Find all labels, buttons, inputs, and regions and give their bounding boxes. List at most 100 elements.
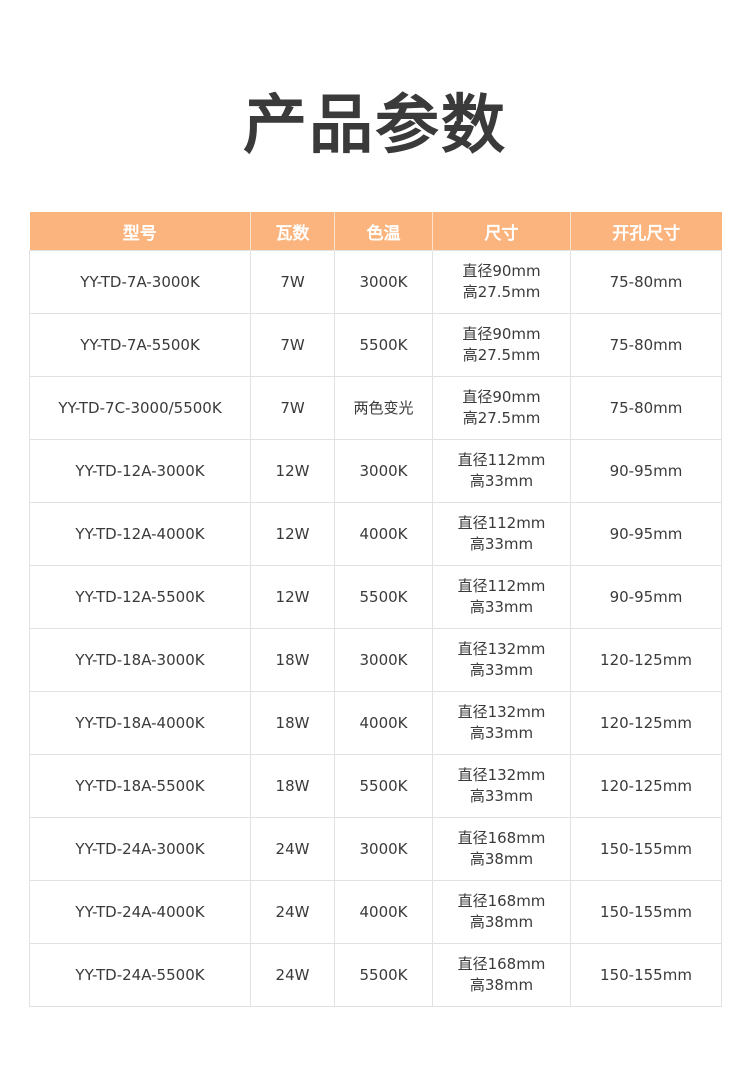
cell-model: YY-TD-18A-4000K — [29, 691, 251, 755]
table-row: YY-TD-7A-3000K 7W 3000K 直径90mm 高27.5mm 75-80m… — [29, 250, 722, 314]
size-diameter: 直径90mm — [462, 325, 541, 343]
cell-cutout: 150-155mm — [570, 880, 722, 944]
cell-size: 直径132mm 高33mm — [432, 628, 571, 692]
cell-cct: 3000K — [334, 439, 433, 503]
size-diameter: 直径132mm — [457, 766, 546, 784]
cell-cutout: 120-125mm — [570, 754, 722, 818]
table-row: YY-TD-12A-4000K 12W 4000K 直径112mm 高33mm 90-95… — [29, 502, 722, 566]
size-height: 高27.5mm — [462, 283, 541, 301]
table-row: YY-TD-24A-3000K 24W 3000K 直径168mm 高38mm 150-1… — [29, 817, 722, 881]
page-title: 产品参数 — [243, 89, 507, 163]
cell-cct: 5500K — [334, 754, 433, 818]
cell-watt: 18W — [250, 628, 335, 692]
cell-cutout: 150-155mm — [570, 817, 722, 881]
size-height: 高33mm — [469, 598, 534, 616]
size-height: 高33mm — [469, 661, 534, 679]
table-row: YY-TD-7C-3000/5500K 7W 两色变光 直径90mm 高27.5mm 75… — [29, 376, 722, 440]
table-row: YY-TD-18A-4000K 18W 4000K 直径132mm 高33mm 120-1… — [29, 691, 722, 755]
cell-watt: 12W — [250, 439, 335, 503]
cell-watt: 12W — [250, 565, 335, 629]
size-height: 高33mm — [469, 472, 534, 490]
cell-cct: 3000K — [334, 250, 433, 314]
cell-size: 直径168mm 高38mm — [432, 880, 571, 944]
size-diameter: 直径90mm — [462, 388, 541, 406]
cell-cct: 3000K — [334, 628, 433, 692]
size-diameter: 直径90mm — [462, 262, 541, 280]
cell-size: 直径132mm 高33mm — [432, 754, 571, 818]
cell-model: YY-TD-24A-5500K — [29, 943, 251, 1007]
cell-size: 直径90mm 高27.5mm — [432, 250, 571, 314]
cell-model: YY-TD-7C-3000/5500K — [29, 376, 251, 440]
cell-model: YY-TD-24A-4000K — [29, 880, 251, 944]
cell-cct: 4000K — [334, 502, 433, 566]
cell-watt: 24W — [250, 817, 335, 881]
size-diameter: 直径112mm — [457, 451, 546, 469]
cell-watt: 7W — [250, 376, 335, 440]
size-height: 高33mm — [469, 787, 534, 805]
cell-watt: 24W — [250, 943, 335, 1007]
cell-cutout: 75-80mm — [570, 250, 722, 314]
cell-watt: 7W — [250, 250, 335, 314]
table-row: YY-TD-12A-3000K 12W 3000K 直径112mm 高33mm 90-95… — [29, 439, 722, 503]
cell-cct: 4000K — [334, 691, 433, 755]
cell-watt: 18W — [250, 754, 335, 818]
header-cct: 色温 — [334, 212, 433, 251]
header-cutout: 开孔尺寸 — [570, 212, 722, 251]
cell-cutout: 90-95mm — [570, 565, 722, 629]
size-height: 高33mm — [469, 724, 534, 742]
cell-model: YY-TD-18A-3000K — [29, 628, 251, 692]
cell-size: 直径112mm 高33mm — [432, 439, 571, 503]
cell-size: 直径112mm 高33mm — [432, 565, 571, 629]
cell-size: 直径168mm 高38mm — [432, 943, 571, 1007]
size-height: 高38mm — [469, 913, 534, 931]
cell-model: YY-TD-7A-5500K — [29, 313, 251, 377]
cell-watt: 7W — [250, 313, 335, 377]
cell-model: YY-TD-12A-3000K — [29, 439, 251, 503]
cell-cutout: 90-95mm — [570, 502, 722, 566]
cell-cutout: 150-155mm — [570, 943, 722, 1007]
cell-size: 直径90mm 高27.5mm — [432, 313, 571, 377]
size-diameter: 直径168mm — [457, 955, 546, 973]
size-diameter: 直径168mm — [457, 829, 546, 847]
table-row: YY-TD-12A-5500K 12W 5500K 直径112mm 高33mm 90-95… — [29, 565, 722, 629]
table-row: YY-TD-7A-5500K 7W 5500K 直径90mm 高27.5mm 75-80m… — [29, 313, 722, 377]
size-diameter: 直径112mm — [457, 514, 546, 532]
cell-watt: 24W — [250, 880, 335, 944]
header-size: 尺寸 — [432, 212, 571, 251]
cell-cct: 5500K — [334, 565, 433, 629]
cell-cutout: 120-125mm — [570, 691, 722, 755]
size-height: 高38mm — [469, 850, 534, 868]
table-row: YY-TD-18A-5500K 18W 5500K 直径132mm 高33mm 120-1… — [29, 754, 722, 818]
cell-model: YY-TD-12A-4000K — [29, 502, 251, 566]
spec-table: 型号 瓦数 色温 尺寸 开孔尺寸 YY-TD-7A-3000K 7W 3000K 直径… — [29, 212, 722, 1007]
header-watt: 瓦数 — [250, 212, 335, 251]
size-diameter: 直径112mm — [457, 577, 546, 595]
size-height: 高27.5mm — [462, 346, 541, 364]
cell-model: YY-TD-24A-3000K — [29, 817, 251, 881]
cell-size: 直径112mm 高33mm — [432, 502, 571, 566]
table-row: YY-TD-18A-3000K 18W 3000K 直径132mm 高33mm 120-1… — [29, 628, 722, 692]
cell-cct: 4000K — [334, 880, 433, 944]
table-header: 型号 瓦数 色温 尺寸 开孔尺寸 — [29, 212, 722, 251]
size-diameter: 直径132mm — [457, 703, 546, 721]
cell-size: 直径90mm 高27.5mm — [432, 376, 571, 440]
cell-cct: 5500K — [334, 313, 433, 377]
cell-model: YY-TD-12A-5500K — [29, 565, 251, 629]
cell-cct: 3000K — [334, 817, 433, 881]
cell-cct: 两色变光 — [334, 376, 433, 440]
size-diameter: 直径168mm — [457, 892, 546, 910]
size-height: 高38mm — [469, 976, 534, 994]
cell-size: 直径168mm 高38mm — [432, 817, 571, 881]
cell-cct: 5500K — [334, 943, 433, 1007]
header-model: 型号 — [29, 212, 251, 251]
cell-cutout: 120-125mm — [570, 628, 722, 692]
size-diameter: 直径132mm — [457, 640, 546, 658]
cell-watt: 18W — [250, 691, 335, 755]
table-row: YY-TD-24A-5500K 24W 5500K 直径168mm 高38mm 150-1… — [29, 943, 722, 1007]
cell-model: YY-TD-7A-3000K — [29, 250, 251, 314]
cell-cutout: 75-80mm — [570, 313, 722, 377]
size-height: 高33mm — [469, 535, 534, 553]
table-row: YY-TD-24A-4000K 24W 4000K 直径168mm 高38mm 150-1… — [29, 880, 722, 944]
cell-cutout: 75-80mm — [570, 376, 722, 440]
cell-cutout: 90-95mm — [570, 439, 722, 503]
